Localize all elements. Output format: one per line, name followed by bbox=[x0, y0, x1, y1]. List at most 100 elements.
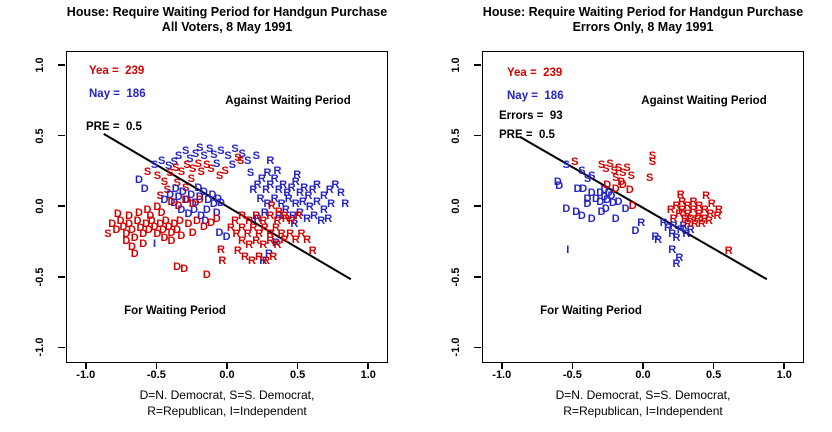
scatter-letter-s: S bbox=[614, 161, 623, 174]
scatter-letter-d: D bbox=[188, 198, 197, 211]
scatter-letter-r: R bbox=[287, 181, 296, 194]
scatter-letter-d: D bbox=[195, 191, 204, 204]
scatter-letter-d: D bbox=[127, 240, 136, 253]
scatter-letter-d: D bbox=[188, 226, 197, 239]
scatter-letter-r: R bbox=[281, 212, 290, 225]
scatter-letter-r: R bbox=[296, 206, 304, 219]
scatter-letter-r: R bbox=[273, 164, 282, 177]
scatter-letter-r: R bbox=[336, 187, 345, 200]
scatter-letter-r: R bbox=[294, 209, 303, 222]
scatter-letter-r: R bbox=[277, 228, 286, 241]
scatter-letter-d: D bbox=[178, 185, 187, 198]
scatter-letter-s: S bbox=[191, 147, 200, 160]
scatter-letter-s: S bbox=[231, 143, 239, 156]
scatter-letter-s: S bbox=[104, 228, 112, 241]
scatter-letter-r: R bbox=[253, 212, 262, 225]
scatter-letter-r: R bbox=[226, 222, 235, 235]
x-tick-label: 0.5 bbox=[289, 369, 306, 381]
scatter-letter-r: R bbox=[320, 204, 329, 217]
scatter-letter-d: D bbox=[122, 235, 131, 248]
scatter-letter-d: D bbox=[153, 228, 162, 241]
scatter-letter-s: S bbox=[170, 156, 178, 169]
scatter-letter-s: S bbox=[612, 171, 620, 184]
scatter-letter-d: D bbox=[209, 198, 218, 211]
scatter-letter-r: R bbox=[248, 254, 256, 267]
scatter-letter-r: R bbox=[266, 235, 275, 248]
scatter-letter-r: R bbox=[683, 218, 692, 231]
scatter-letter-r: R bbox=[714, 204, 723, 217]
scatter-letter-r: R bbox=[291, 233, 300, 246]
scatter-letter-d: D bbox=[166, 188, 175, 201]
x-axis-caption: D=N. Democrat, S=S. Democrat, R=Republic… bbox=[452, 388, 832, 419]
y-tick-label: 0.0 bbox=[34, 198, 46, 214]
scatter-letter-d: D bbox=[113, 208, 122, 221]
scatter-letter-s: S bbox=[237, 154, 245, 167]
scatter-letter-r: R bbox=[682, 228, 691, 241]
scatter-letter-r: R bbox=[252, 235, 261, 248]
scatter-letter-r: R bbox=[666, 204, 675, 217]
scatter-letter-d: D bbox=[555, 180, 564, 193]
scatter-letter-d: D bbox=[167, 226, 176, 239]
panel-title-line2: Errors Only, 8 May 1991 bbox=[572, 20, 714, 34]
scatter-letter-s: S bbox=[215, 170, 224, 183]
scatter-letter-r: R bbox=[249, 184, 258, 197]
scatter-letter-s: S bbox=[207, 163, 215, 176]
scatter-letter-r: R bbox=[290, 218, 299, 231]
scatter-letter-d: D bbox=[170, 197, 179, 210]
scatter-letter-d: D bbox=[139, 238, 148, 250]
x-tick-label: 0.0 bbox=[219, 369, 235, 381]
scatter-letter-s: S bbox=[156, 190, 164, 202]
scatter-letter-d: D bbox=[553, 175, 562, 188]
scatter-letter-r: R bbox=[255, 228, 264, 241]
scatter-letter-d: D bbox=[212, 212, 221, 225]
scatter-letter-d: D bbox=[600, 184, 609, 197]
scatter-letter-d: D bbox=[591, 192, 600, 205]
scatter-letter-r: R bbox=[659, 216, 668, 229]
annotation-against-waiting-period: Against Waiting Period bbox=[641, 95, 767, 107]
y-tick-label: 0.0 bbox=[450, 198, 462, 214]
scatter-letter-d: D bbox=[161, 215, 170, 228]
scatter-letter-r: R bbox=[676, 188, 685, 201]
scatter-letter-s: S bbox=[143, 166, 152, 178]
scatter-letter-r: R bbox=[270, 173, 279, 186]
scatter-letter-s: S bbox=[173, 177, 181, 190]
legend-nay: Nay = 186 bbox=[507, 90, 564, 102]
scatter-letter-s: S bbox=[189, 163, 197, 176]
scatter-letter-d: D bbox=[208, 188, 217, 201]
scatter-letter-d: D bbox=[192, 215, 201, 228]
scatter-letter-d: D bbox=[596, 187, 605, 200]
scatter-letter-d: D bbox=[583, 198, 592, 211]
scatter-letter-s: S bbox=[166, 167, 174, 180]
scatter-letter-d: D bbox=[191, 197, 200, 210]
scatter-letter-d: D bbox=[204, 194, 213, 207]
scatter-letter-d: D bbox=[146, 209, 155, 222]
scatter-letter-r: R bbox=[700, 204, 709, 217]
scatter-letter-s: S bbox=[181, 181, 190, 194]
scatter-letter-d: D bbox=[119, 221, 128, 234]
scatter-letter-s: S bbox=[244, 154, 252, 167]
y-tick-label: 0.5 bbox=[34, 128, 46, 144]
x-tick-mark bbox=[155, 362, 158, 369]
scatter-letter-d: D bbox=[611, 212, 620, 225]
scatter-letter-d: D bbox=[142, 218, 151, 231]
scatter-letter-s: S bbox=[186, 153, 194, 166]
scatter-letter-d: D bbox=[222, 230, 231, 243]
x-tick-mark bbox=[367, 362, 370, 369]
scatter-letter-r: R bbox=[231, 215, 240, 228]
scatter-letter-d: D bbox=[216, 197, 225, 210]
scatter-letter-r: R bbox=[291, 175, 300, 188]
scatter-letter-r: R bbox=[260, 222, 269, 235]
scatter-letter-r: R bbox=[218, 254, 227, 267]
scatter-letter-r: R bbox=[263, 198, 272, 211]
scatter-letter-d: D bbox=[200, 221, 208, 234]
scatter-letter-r: R bbox=[216, 243, 225, 256]
scatter-letter-d: D bbox=[562, 202, 571, 215]
scatter-letter-r: R bbox=[279, 178, 288, 191]
scatter-letter-d: D bbox=[112, 223, 121, 236]
scatter-letter-d: D bbox=[618, 178, 627, 191]
x-tick-mark bbox=[571, 362, 574, 369]
scatter-letter-r: R bbox=[327, 198, 336, 211]
scatter-letter-r: R bbox=[308, 245, 317, 258]
scatter-letter-d: D bbox=[628, 199, 637, 212]
scatter-letter-r: R bbox=[689, 204, 698, 217]
